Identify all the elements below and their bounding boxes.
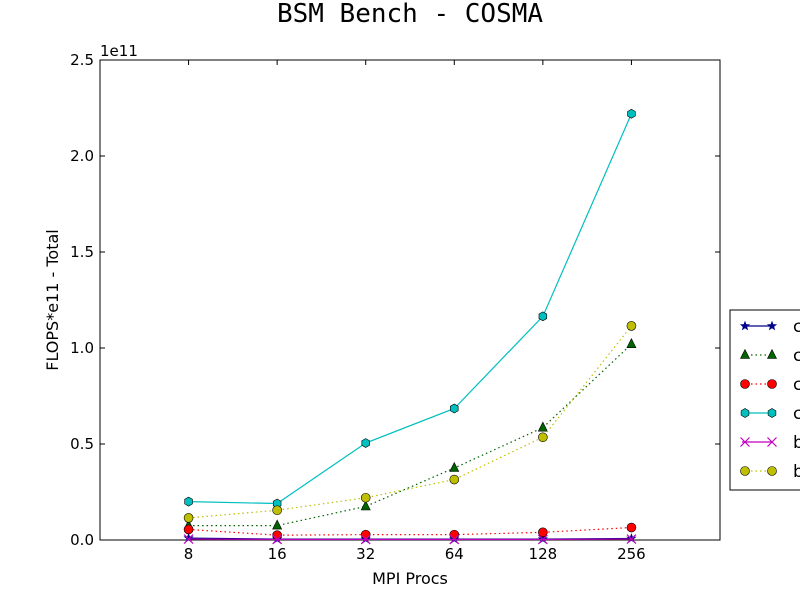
legend-marker bbox=[767, 348, 777, 359]
data-point bbox=[183, 513, 194, 523]
data-point bbox=[360, 500, 371, 511]
plot-area: 8 16 32 64 128 256 0.0 0.5 1.0 1.5 2.0 2.5 1e11 MPI P… bbox=[43, 42, 721, 588]
legend-marker bbox=[767, 437, 777, 447]
series-1 bbox=[183, 337, 637, 530]
x-tick-label: 16 bbox=[268, 545, 287, 563]
legend-marker bbox=[740, 437, 750, 447]
legend-marker bbox=[767, 408, 777, 418]
legend-entry: c bbox=[740, 404, 800, 424]
data-point bbox=[449, 534, 460, 545]
y-offset-label: 1e11 bbox=[100, 42, 138, 60]
data-point bbox=[626, 321, 637, 331]
series-line-1 bbox=[188, 343, 632, 527]
data-point bbox=[184, 496, 193, 507]
legend-label: b bbox=[793, 462, 800, 482]
legend-marker bbox=[740, 348, 750, 359]
data-point bbox=[183, 524, 194, 535]
data-point bbox=[449, 474, 460, 485]
legend-label: c bbox=[793, 346, 800, 366]
legend-entry: b bbox=[740, 433, 800, 453]
legend-label: c bbox=[793, 375, 800, 395]
data-point bbox=[538, 311, 548, 322]
legend-entry: c bbox=[740, 346, 800, 366]
plot-frame bbox=[99, 59, 721, 541]
data-point bbox=[537, 421, 548, 432]
x-axis-label: MPI Procs bbox=[372, 569, 448, 588]
data-point bbox=[626, 522, 637, 533]
legend-marker bbox=[740, 466, 750, 476]
series-5 bbox=[183, 321, 637, 523]
series-4 bbox=[183, 534, 637, 545]
data-point bbox=[183, 534, 194, 544]
legend-entry: b bbox=[740, 462, 800, 482]
legend-marker bbox=[739, 320, 751, 331]
data-point bbox=[538, 527, 548, 538]
legend-entry: c bbox=[740, 375, 800, 395]
data-point bbox=[537, 534, 548, 545]
legend-marker bbox=[767, 466, 777, 476]
data-point bbox=[538, 432, 548, 443]
data-point bbox=[626, 533, 637, 543]
legend-marker bbox=[766, 320, 778, 331]
data-point bbox=[272, 519, 283, 530]
x-tick-label: 256 bbox=[617, 545, 646, 563]
x-tick-label: 8 bbox=[184, 545, 194, 563]
legend-label: c bbox=[793, 317, 800, 337]
data-point bbox=[450, 403, 459, 414]
data-point bbox=[449, 461, 460, 472]
data-point bbox=[449, 529, 460, 540]
data-point bbox=[626, 534, 637, 544]
legend-marker bbox=[767, 379, 777, 389]
y-tick-label: 2.0 bbox=[70, 147, 94, 165]
series-line-3 bbox=[188, 113, 632, 505]
legend-label: b bbox=[793, 433, 800, 453]
x-tick-label: 32 bbox=[356, 545, 375, 563]
y-tick-label: 0.5 bbox=[70, 435, 94, 453]
data-point bbox=[360, 492, 371, 503]
data-point bbox=[627, 108, 636, 119]
x-tick-label: 128 bbox=[529, 545, 558, 563]
y-tick-label: 2.5 bbox=[70, 51, 94, 69]
data-point bbox=[272, 505, 282, 516]
legend-frame bbox=[729, 309, 800, 491]
x-tick-label: 64 bbox=[445, 545, 464, 563]
series-line-2 bbox=[188, 526, 632, 536]
series-3 bbox=[184, 108, 636, 509]
legend-marker bbox=[740, 408, 750, 418]
data-point bbox=[626, 337, 637, 348]
data-point bbox=[360, 529, 371, 540]
legend-marker bbox=[740, 379, 750, 389]
y-tick-label: 1.5 bbox=[70, 243, 94, 261]
chart-title: BSM Bench - COSMA bbox=[277, 0, 543, 29]
legend-label: c bbox=[793, 404, 800, 424]
data-point bbox=[361, 438, 370, 448]
y-tick-label: 1.0 bbox=[70, 339, 94, 357]
data-point bbox=[272, 534, 283, 545]
series-line-5 bbox=[188, 325, 632, 519]
y-tick-label: 0.0 bbox=[70, 531, 94, 549]
legend-entry: c bbox=[739, 317, 800, 337]
y-axis-label: FLOPS*e11 - Total bbox=[43, 229, 62, 370]
data-point bbox=[272, 530, 282, 541]
data-point bbox=[360, 534, 371, 545]
